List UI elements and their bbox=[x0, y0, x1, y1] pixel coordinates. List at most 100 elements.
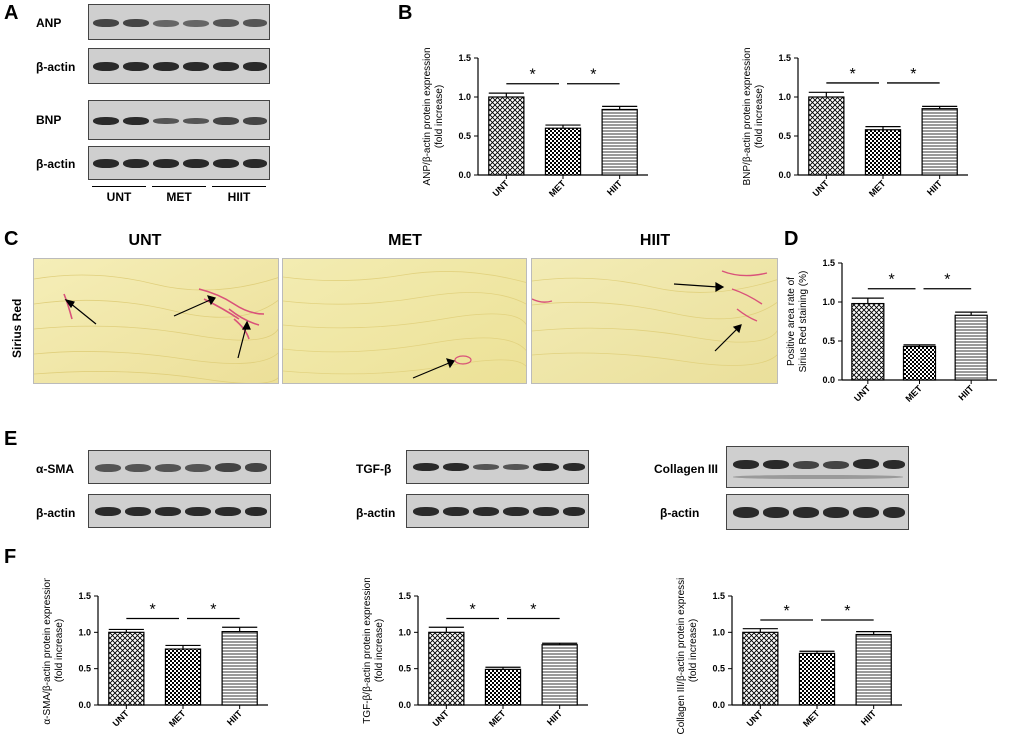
significance-star: * bbox=[844, 603, 850, 620]
histo-title-hiit: HIIT bbox=[639, 232, 671, 249]
blot-actin-3 bbox=[88, 494, 271, 528]
bar-hiit bbox=[954, 314, 988, 381]
x-tick-label: MET bbox=[547, 178, 568, 199]
blot-label-actin-5: β-actin bbox=[660, 506, 700, 520]
histology-image-met bbox=[282, 258, 527, 384]
significance-star: * bbox=[889, 272, 895, 289]
x-tick-label: UNT bbox=[745, 708, 766, 729]
x-tick-label: HIIT bbox=[605, 178, 624, 197]
y-axis-label-line1: Collagen III/β-actin protein expression bbox=[676, 578, 687, 735]
blot-asma bbox=[88, 450, 271, 484]
y-axis-label-line2: (fold increase) bbox=[54, 619, 65, 682]
x-tick-label: UNT bbox=[491, 178, 512, 199]
bar-met bbox=[798, 652, 836, 706]
group-line-met bbox=[152, 186, 206, 187]
x-tick-label: HIIT bbox=[545, 708, 564, 727]
blot-actin-2 bbox=[88, 146, 270, 180]
blot-label-actin-3: β-actin bbox=[36, 506, 76, 520]
bar-unt bbox=[742, 631, 779, 706]
x-tick-label: MET bbox=[867, 178, 888, 199]
y-tick-label: 0.0 bbox=[712, 700, 725, 710]
blot-label-actin-1: β-actin bbox=[36, 60, 76, 74]
y-tick-label: 0.5 bbox=[398, 664, 411, 674]
y-axis-label-line2: (fold increase) bbox=[754, 85, 765, 148]
y-axis-label-line1: α-SMA/β-actin protein expression bbox=[42, 578, 53, 725]
group-label-unt: UNT bbox=[106, 190, 132, 204]
significance-star: * bbox=[784, 603, 790, 620]
y-tick-label: 0.0 bbox=[458, 170, 471, 180]
blot-tgf bbox=[406, 450, 589, 484]
sirius-red-label: Sirius Red bbox=[10, 298, 24, 358]
group-line-unt bbox=[92, 186, 146, 187]
y-tick-label: 1.0 bbox=[778, 92, 791, 102]
y-tick-label: 0.0 bbox=[822, 375, 835, 385]
bar-hiit bbox=[541, 644, 578, 706]
y-tick-label: 0.5 bbox=[78, 664, 91, 674]
x-tick-label: HIIT bbox=[225, 708, 244, 727]
y-tick-label: 1.5 bbox=[398, 591, 411, 601]
chart-tgf: TGF-β/β-actin protein expression (fold in… bbox=[362, 578, 588, 729]
y-axis-label-line2: (fold increase) bbox=[374, 619, 385, 682]
bar-met bbox=[484, 668, 522, 706]
significance-star: * bbox=[944, 272, 950, 289]
bar-met bbox=[544, 127, 582, 176]
x-tick-label: MET bbox=[167, 708, 188, 729]
y-tick-label: 1.0 bbox=[712, 627, 725, 637]
blot-label-actin-4: β-actin bbox=[356, 506, 396, 520]
y-tick-label: 0.0 bbox=[78, 700, 91, 710]
panel-letter-b: B bbox=[398, 2, 413, 24]
x-tick-label: HIIT bbox=[859, 708, 878, 727]
significance-star: * bbox=[470, 602, 476, 619]
x-tick-label: UNT bbox=[111, 708, 132, 729]
significance-star: * bbox=[150, 602, 156, 619]
y-axis-label-line1: BNP/β-actin protein expression bbox=[742, 47, 753, 185]
blot-label-col3: Collagen III bbox=[654, 462, 719, 476]
y-axis-label-line2: Sirius Red staining (%) bbox=[798, 271, 809, 373]
x-tick-label: HIIT bbox=[956, 383, 975, 402]
y-tick-label: 1.0 bbox=[78, 627, 91, 637]
x-tick-label: MET bbox=[487, 708, 508, 729]
y-tick-label: 1.0 bbox=[822, 297, 835, 307]
bar-unt bbox=[851, 302, 885, 381]
bar-met bbox=[164, 648, 202, 706]
bar-hiit bbox=[921, 108, 958, 176]
significance-star: * bbox=[530, 602, 536, 619]
blot-label-asma: α-SMA bbox=[36, 462, 75, 476]
panel-letter-e: E bbox=[4, 428, 18, 450]
significance-star: * bbox=[590, 67, 596, 84]
x-tick-label: UNT bbox=[431, 708, 452, 729]
bar-unt bbox=[808, 96, 845, 176]
bar-hiit bbox=[221, 631, 258, 706]
histo-title-unt: UNT bbox=[128, 232, 162, 249]
y-tick-label: 1.5 bbox=[822, 258, 835, 268]
panel-letter-c: C bbox=[4, 228, 19, 250]
x-tick-label: UNT bbox=[852, 383, 873, 404]
blot-label-tgf: TGF-β bbox=[356, 462, 392, 476]
y-tick-label: 0.5 bbox=[822, 336, 835, 346]
blot-bnp bbox=[88, 100, 270, 140]
y-axis-label-line1: Positive area rate of bbox=[786, 277, 797, 366]
x-tick-label: UNT bbox=[811, 178, 832, 199]
y-tick-label: 1.5 bbox=[712, 591, 725, 601]
y-axis-label-line2: (fold increase) bbox=[434, 85, 445, 148]
x-tick-label: MET bbox=[801, 708, 822, 729]
bar-hiit bbox=[601, 108, 638, 176]
y-tick-label: 0.5 bbox=[712, 664, 725, 674]
panel-letter-a: A bbox=[4, 2, 19, 24]
significance-star: * bbox=[210, 602, 216, 619]
chart-anp: ANP/β-actin protein expression (fold incr… bbox=[422, 47, 648, 199]
blot-actin-5 bbox=[726, 494, 909, 530]
chart-sirius: Positive area rate of Sirius Red staining… bbox=[786, 258, 997, 404]
bar-unt bbox=[108, 631, 145, 706]
chart-col3: Collagen III/β-actin protein expression(… bbox=[676, 578, 902, 735]
bar-unt bbox=[488, 96, 525, 176]
bar-met bbox=[902, 345, 937, 381]
y-tick-label: 0.5 bbox=[778, 131, 791, 141]
panel-letter-f: F bbox=[4, 546, 17, 568]
blot-actin-1 bbox=[88, 48, 270, 84]
y-tick-label: 0.0 bbox=[778, 170, 791, 180]
group-label-hiit: HIIT bbox=[227, 190, 251, 204]
significance-star: * bbox=[530, 67, 536, 84]
y-tick-label: 1.5 bbox=[78, 591, 91, 601]
y-tick-label: 0.5 bbox=[458, 131, 471, 141]
